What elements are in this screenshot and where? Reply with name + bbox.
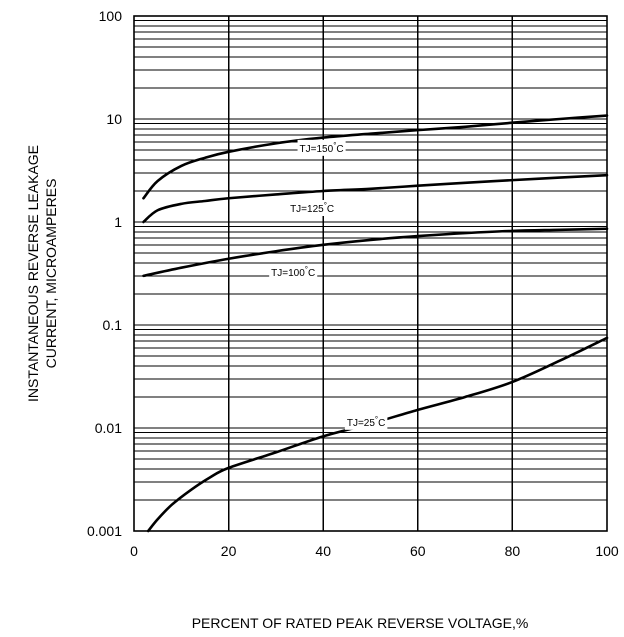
y-tick-label: 10 [106, 111, 122, 127]
series-labels: TJ=150°C TJ=125°C TJ=100°C TJ=25°C [269, 139, 388, 430]
y-axis-title-line-1: INSTANTANEOUS REVERSE LEAKAGE [25, 145, 41, 402]
series-label-background [344, 413, 388, 430]
plot-area-frame [133, 15, 608, 532]
minor-gridlines [134, 20, 607, 501]
series-line [142, 227, 609, 278]
series-label-background [288, 200, 337, 217]
y-axis-title-line-2: CURRENT, MICROAMPERES [43, 179, 59, 369]
x-tick-label: 80 [505, 543, 521, 559]
series-line [142, 114, 609, 200]
data-series [142, 114, 609, 533]
series-line [146, 336, 609, 533]
series-label-background [297, 139, 346, 156]
y-tick-label: 1 [114, 214, 122, 230]
x-tick-label: 0 [130, 543, 138, 559]
series-label: TJ=100°C [271, 265, 315, 279]
x-axis-tick-labels: 0 20 40 60 80 100 [130, 543, 619, 559]
series-label: TJ=25°C [347, 415, 386, 429]
series-label: TJ=150°C [300, 141, 344, 155]
x-tick-label: 40 [315, 543, 331, 559]
y-tick-label: 0.1 [103, 317, 123, 333]
y-tick-label: 0.001 [87, 523, 122, 539]
series-label-background [269, 263, 318, 280]
series-line [142, 173, 609, 224]
y-axis-tick-labels: 0.001 0.01 0.1 1 10 100 [87, 8, 122, 539]
x-tick-label: 20 [221, 543, 237, 559]
y-tick-label: 100 [99, 8, 123, 24]
x-tick-label: 60 [410, 543, 426, 559]
x-tick-label: 100 [595, 543, 619, 559]
x-axis-title: PERCENT OF RATED PEAK REVERSE VOLTAGE,% [192, 615, 529, 631]
series-label: TJ=125°C [290, 201, 334, 215]
y-tick-label: 0.01 [95, 420, 122, 436]
